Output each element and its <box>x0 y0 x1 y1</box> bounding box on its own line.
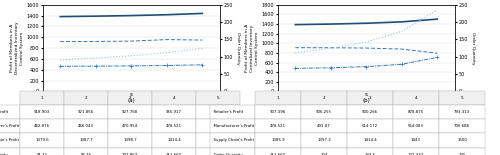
Text: s: s <box>130 92 132 97</box>
Y-axis label: Profit of Members in A
Centralized Inventory
Control System: Profit of Members in A Centralized Inven… <box>245 24 259 72</box>
Y-axis label: Order Quantity: Order Quantity <box>471 32 475 64</box>
Y-axis label: Profit of Members in A
Decentralized Inventory
Control System: Profit of Members in A Decentralized Inv… <box>10 22 24 74</box>
Y-axis label: Order Quantity: Order Quantity <box>236 32 240 64</box>
Text: s: s <box>365 92 368 97</box>
Text: (b): (b) <box>362 98 370 103</box>
Text: (a): (a) <box>128 98 135 103</box>
